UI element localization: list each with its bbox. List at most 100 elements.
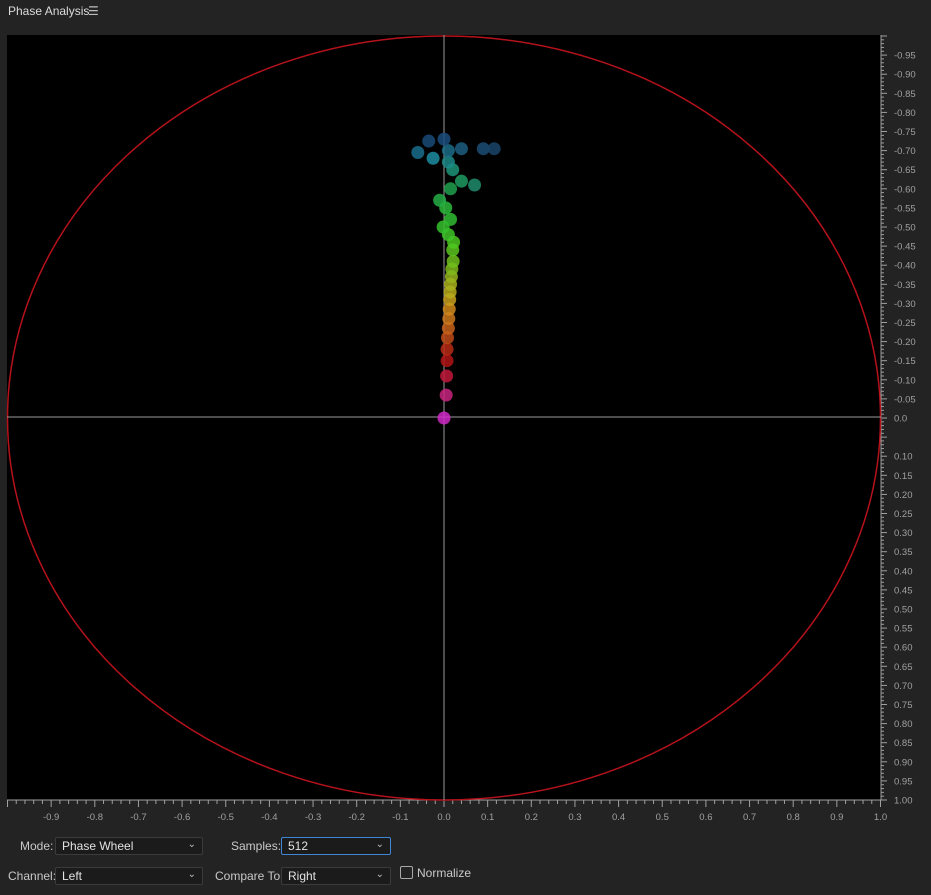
y-axis-tick-label: -0.10	[894, 375, 916, 386]
phase-point	[437, 132, 451, 146]
panel-header: Phase Analysis ☰	[0, 0, 931, 24]
phase-point	[444, 212, 458, 226]
y-axis-tick-label: 0.20	[894, 490, 913, 501]
y-axis-tick-label: 0.35	[894, 547, 913, 558]
compare-to-dropdown[interactable]: Right ⌄	[281, 867, 391, 885]
x-axis-tick-label: 0.9	[830, 812, 843, 823]
x-axis-tick-label: -0.9	[43, 812, 59, 823]
chevron-down-icon: ⌄	[375, 869, 384, 880]
x-axis-tick-label: 1.0	[874, 812, 887, 823]
x-axis-tick-label: 0.5	[656, 812, 669, 823]
y-axis-tick-label: -0.05	[894, 394, 916, 405]
phase-point	[442, 312, 456, 326]
y-axis-tick-label: 0.65	[894, 662, 913, 673]
y-axis-tick-label: 0.90	[894, 757, 913, 768]
y-axis-tick-label: 0.50	[894, 605, 913, 616]
y-axis-tick-label: -0.45	[894, 242, 916, 253]
x-axis-tick-label: 0.2	[525, 812, 538, 823]
y-axis-tick-label: -0.95	[894, 51, 916, 62]
phase-point	[454, 174, 468, 188]
phase-point	[426, 151, 440, 165]
y-axis-tick-label: -0.60	[894, 184, 916, 195]
x-axis-tick-label: 0.1	[481, 812, 494, 823]
phase-point	[446, 254, 460, 268]
y-axis-tick-label: 0.70	[894, 681, 913, 692]
y-axis-tick-label: 0.80	[894, 719, 913, 730]
y-axis-tick-label: 0.15	[894, 471, 913, 482]
x-axis-tick-label: -0.8	[87, 812, 103, 823]
phase-point	[441, 144, 455, 158]
chevron-down-icon: ⌄	[375, 839, 384, 850]
x-axis-tick-label: -0.3	[305, 812, 321, 823]
samples-dropdown[interactable]: 512 ⌄	[281, 837, 391, 855]
chevron-down-icon: ⌄	[187, 839, 196, 850]
y-axis-tick-label: -0.50	[894, 223, 916, 234]
samples-value: 512	[288, 839, 309, 853]
x-axis-tick-label: -0.5	[218, 812, 234, 823]
phase-point	[442, 302, 456, 316]
phase-point	[444, 182, 458, 196]
y-axis-tick-label: -0.70	[894, 146, 916, 157]
y-axis-tick-label: -0.40	[894, 261, 916, 272]
chevron-down-icon: ⌄	[187, 869, 196, 880]
mode-dropdown[interactable]: Phase Wheel ⌄	[55, 837, 203, 855]
phase-point	[422, 134, 436, 148]
y-axis-tick-label: -0.75	[894, 127, 916, 138]
y-axis-tick-label: 0.25	[894, 509, 913, 520]
channel-value: Left	[62, 869, 83, 883]
y-axis-tick-label: 0.55	[894, 624, 913, 635]
phase-point	[454, 142, 468, 156]
y-axis-tick-label: -0.15	[894, 356, 916, 367]
x-axis-tick-label: 0.3	[568, 812, 581, 823]
phase-point	[433, 193, 447, 207]
y-axis-tick-label: 0.0	[894, 414, 907, 425]
samples-label: Samples:	[231, 839, 282, 853]
compare-to-label: Compare To:	[215, 869, 284, 883]
y-axis-tick-label: -0.85	[894, 89, 916, 100]
channel-dropdown[interactable]: Left ⌄	[55, 867, 203, 885]
mode-label: Mode:	[20, 839, 54, 853]
y-axis-tick-label: 1.00	[894, 796, 913, 807]
y-axis-tick-label: -0.30	[894, 299, 916, 310]
normalize-label: Normalize	[417, 866, 472, 880]
phase-point	[440, 342, 454, 356]
y-axis-tick-label: 0.75	[894, 700, 913, 711]
x-axis-tick-label: -0.2	[349, 812, 365, 823]
y-axis-tick-label: -0.55	[894, 203, 916, 214]
x-axis-tick-label: 0.4	[612, 812, 625, 823]
y-axis-tick-label: -0.80	[894, 108, 916, 119]
phase-point	[440, 331, 454, 345]
phase-point	[439, 388, 453, 402]
x-axis-tick-label: -0.6	[174, 812, 190, 823]
channel-label: Channel:	[8, 869, 57, 883]
y-axis-tick-label: -0.20	[894, 337, 916, 348]
phase-point	[441, 155, 455, 169]
x-axis-tick-label: -0.1	[392, 812, 408, 823]
phase-point	[437, 411, 451, 425]
x-axis-tick-label: -0.4	[261, 812, 277, 823]
y-axis-tick-label: -0.90	[894, 70, 916, 81]
y-axis-tick-label: -0.65	[894, 165, 916, 176]
mode-value: Phase Wheel	[62, 839, 134, 853]
phase-point	[468, 178, 482, 192]
normalize-checkbox[interactable]	[400, 866, 413, 879]
hamburger-menu-icon[interactable]: ☰	[88, 4, 99, 18]
x-axis-tick-label: 0.6	[699, 812, 712, 823]
phase-point	[441, 321, 455, 335]
y-axis-tick-label: 0.10	[894, 452, 913, 463]
phase-point	[487, 142, 501, 156]
y-axis-tick-label: 0.45	[894, 585, 913, 596]
y-axis-tick-label: 0.40	[894, 566, 913, 577]
y-axis-tick-label: 0.85	[894, 738, 913, 749]
x-axis-tick-label: 0.8	[787, 812, 800, 823]
phase-point	[411, 146, 425, 160]
phase-point	[476, 142, 490, 156]
x-axis-tick-label: 0.0	[437, 812, 450, 823]
y-axis-tick-label: 0.60	[894, 643, 913, 654]
phase-point	[440, 369, 454, 383]
x-axis-tick-label: -0.7	[130, 812, 146, 823]
phase-point	[440, 354, 454, 368]
y-axis-tick-label: -0.35	[894, 280, 916, 291]
y-axis-tick-label: -0.25	[894, 318, 916, 329]
y-axis-tick-label: 0.30	[894, 528, 913, 539]
